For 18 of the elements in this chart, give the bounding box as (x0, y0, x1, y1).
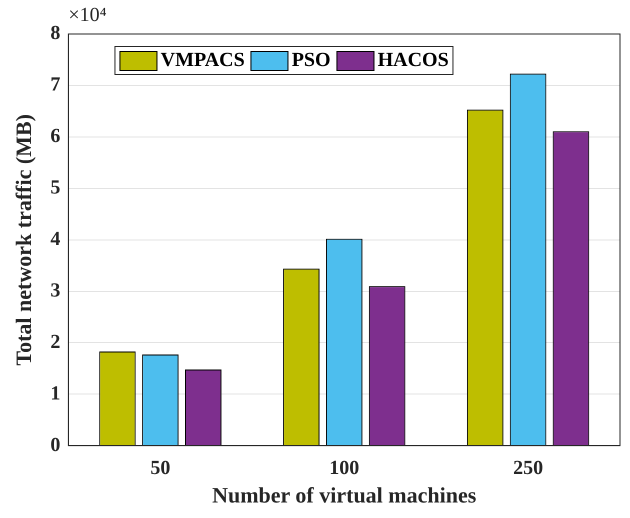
legend-label: PSO (292, 49, 331, 72)
legend-label: VMPACS (160, 49, 245, 72)
y-tick-label: 3 (50, 279, 60, 302)
x-tick-label: 250 (513, 456, 544, 479)
legend-label: HACOS (378, 49, 449, 72)
y-tick-label: 8 (50, 22, 60, 44)
x-tick-label: 100 (329, 456, 360, 479)
y-tick-label: 7 (50, 74, 60, 96)
y-tick-label: 2 (50, 330, 60, 353)
y-tick-label: 4 (50, 228, 60, 250)
x-tick-label: 50 (150, 456, 170, 479)
y-tick-label: 0 (50, 434, 60, 456)
y-tick-label: 6 (50, 125, 60, 148)
text: ×10⁴ (68, 4, 107, 27)
y-tick-label: 5 (50, 176, 60, 199)
y-axis-title: Total network traffic (MB) (10, 114, 36, 366)
x-axis-title: Number of virtual machines (212, 482, 477, 508)
y-tick-label: 1 (50, 382, 60, 404)
